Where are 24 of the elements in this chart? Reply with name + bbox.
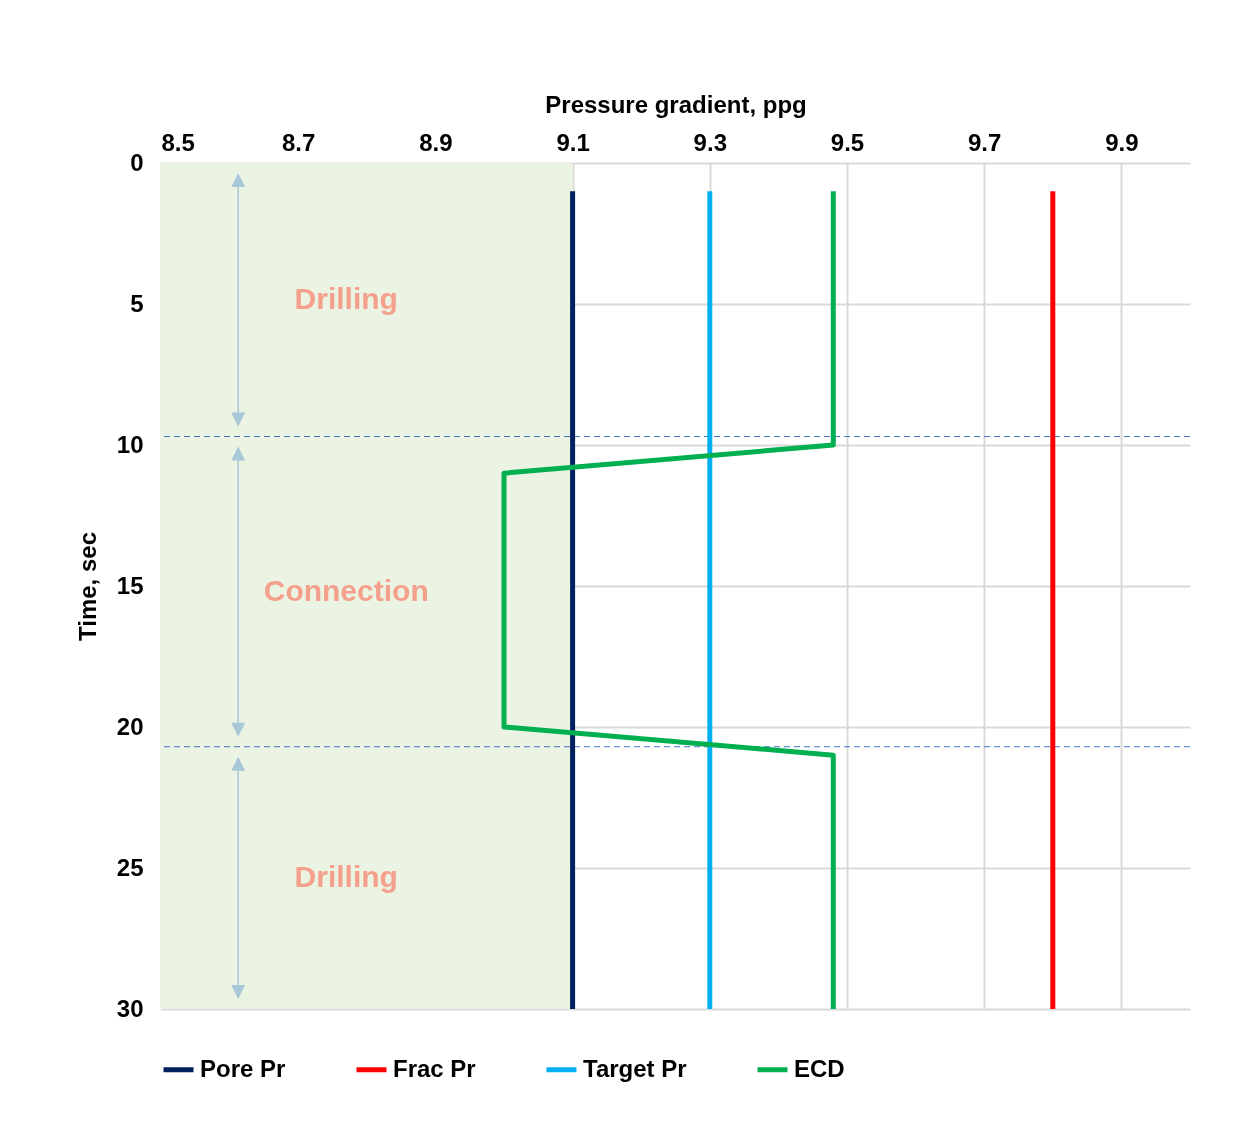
x-tick-label: 9.3: [693, 128, 727, 156]
legend-label: Pore Pr: [200, 1054, 286, 1082]
annotation: Connection: [263, 573, 429, 607]
y-tick-label: 0: [130, 148, 144, 176]
x-tick-label: 8.7: [282, 128, 316, 156]
legend-label: Frac Pr: [393, 1054, 476, 1082]
y-tick-label: 10: [116, 430, 144, 458]
x-tick-label: 9.1: [556, 128, 590, 156]
x-tick-label: 9.9: [1105, 128, 1139, 156]
y-tick-label: 15: [116, 571, 144, 599]
legend-label: ECD: [794, 1054, 845, 1082]
x-tick-label: 8.9: [419, 128, 453, 156]
x-tick-label: 9.7: [968, 128, 1002, 156]
annotation: Drilling: [294, 281, 398, 315]
x-tick-label: 8.5: [161, 128, 195, 156]
x-tick-label: 9.5: [830, 128, 865, 156]
annotation: Drilling: [294, 859, 398, 893]
y-tick-label: 30: [116, 994, 144, 1022]
legend-label: Target Pr: [583, 1054, 687, 1082]
y-tick-label: 25: [116, 853, 144, 881]
x-axis-title: Pressure gradient, ppg: [545, 90, 807, 118]
y-tick-label: 5: [130, 289, 144, 317]
y-tick-label: 20: [116, 712, 144, 740]
y-axis-title: Time, sec: [73, 532, 101, 641]
